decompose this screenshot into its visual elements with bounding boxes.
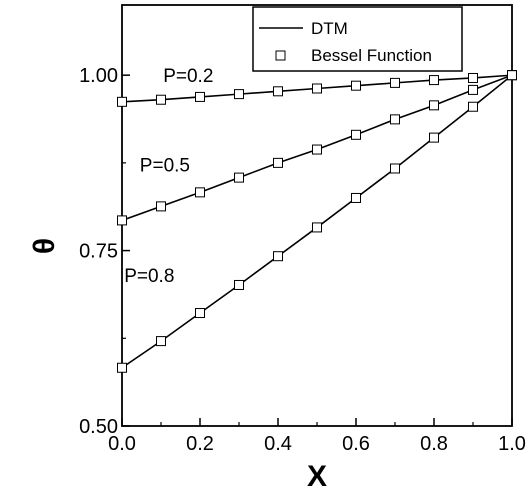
data-point-marker <box>273 251 283 262</box>
data-point-marker <box>234 172 244 183</box>
data-point-marker <box>156 201 166 212</box>
data-point-marker <box>312 222 322 233</box>
x-axis-title: X <box>307 460 327 493</box>
y-tick-label: 0.50 <box>79 416 118 438</box>
series-annotation: P=0.5 <box>140 155 190 176</box>
data-point-marker <box>429 100 439 111</box>
x-tick-label: 0.2 <box>186 433 214 455</box>
legend-box <box>252 6 463 72</box>
data-point-marker <box>195 91 205 102</box>
series-annotation: P=0.8 <box>124 266 174 287</box>
data-point-marker <box>273 157 283 168</box>
y-tick-label: 0.75 <box>79 241 118 263</box>
x-tick-label: 0.8 <box>420 433 448 455</box>
series-group <box>117 70 517 373</box>
data-point-marker <box>312 83 322 94</box>
x-tick-label: 0.4 <box>264 433 292 455</box>
x-tick-label: 0.6 <box>342 433 370 455</box>
data-point-marker <box>507 70 517 81</box>
data-point-marker <box>351 192 361 203</box>
y-tick-label: 1.00 <box>79 65 118 87</box>
data-point-marker <box>351 80 361 91</box>
data-point-marker <box>468 84 478 95</box>
data-point-marker <box>273 86 283 97</box>
y-axis-title: θ <box>28 238 61 254</box>
data-point-marker <box>390 114 400 125</box>
data-point-marker <box>195 187 205 198</box>
axis-ticks: 0.0 0.2 0.4 0.6 0.8 1.0 0.50 0.75 1.00 <box>79 65 526 455</box>
data-point-marker <box>117 96 127 107</box>
x-tick-label: 0.0 <box>108 433 136 455</box>
series-line-3 <box>121 74 513 369</box>
data-point-marker <box>390 77 400 88</box>
annotations: P=0.2 P=0.5 P=0.8 <box>124 66 213 287</box>
legend-label-dtm: DTM <box>311 19 348 38</box>
data-point-marker <box>390 163 400 174</box>
legend-label-bessel: Bessel Function <box>311 46 432 65</box>
data-point-marker <box>117 362 127 373</box>
data-point-marker <box>312 144 322 155</box>
data-point-marker <box>234 89 244 100</box>
data-point-marker <box>468 72 478 83</box>
data-point-marker <box>429 132 439 143</box>
data-point-marker <box>351 129 361 140</box>
data-point-marker <box>195 308 205 319</box>
data-point-marker <box>429 75 439 86</box>
data-point-marker <box>156 336 166 347</box>
data-point-marker <box>234 279 244 290</box>
x-tick-label: 1.0 <box>498 433 526 455</box>
data-point-marker <box>468 101 478 112</box>
legend-square-sample <box>275 50 286 61</box>
legend: DTM Bessel Function <box>252 6 463 72</box>
data-point-marker <box>117 215 127 226</box>
series-annotation: P=0.2 <box>163 66 213 87</box>
data-point-marker <box>156 94 166 105</box>
